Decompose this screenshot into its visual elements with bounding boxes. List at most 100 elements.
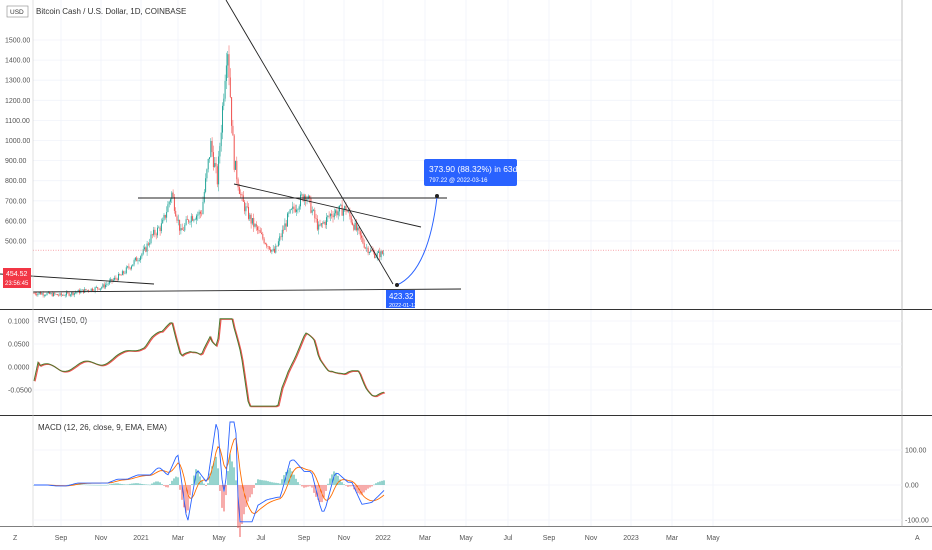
candle-body bbox=[82, 289, 84, 293]
macd-hist-bar bbox=[197, 470, 199, 485]
zoom-reset-button[interactable]: Z bbox=[13, 535, 18, 542]
candle-body bbox=[327, 215, 329, 218]
projection-start-date: 2022-01-13 bbox=[389, 303, 417, 309]
candle-body bbox=[183, 230, 184, 231]
time-tick-label: Sep bbox=[298, 535, 311, 542]
candle-body bbox=[172, 192, 174, 198]
macd-hist-bar bbox=[155, 481, 157, 485]
macd-hist-bar bbox=[107, 484, 109, 486]
macd-hist-bar bbox=[281, 479, 283, 485]
macd-hist-bar bbox=[379, 481, 381, 485]
candle-body bbox=[359, 230, 361, 236]
projection-start-point[interactable] bbox=[395, 283, 399, 287]
candle-body bbox=[333, 213, 335, 218]
macd-hist-bar bbox=[293, 474, 295, 485]
macd-hist-bar bbox=[131, 483, 133, 485]
candle-body bbox=[99, 288, 101, 290]
candle-body bbox=[196, 215, 197, 220]
candle-body bbox=[38, 292, 40, 294]
candle-body bbox=[362, 237, 364, 244]
price-axis[interactable]: 1500.00 1400.00 1300.00 1200.00 1100.00 1000.… bbox=[5, 38, 30, 246]
candle-body bbox=[241, 194, 243, 196]
macd-hist-bar bbox=[339, 479, 341, 485]
candle-body bbox=[332, 215, 334, 218]
macd-hist-bar bbox=[193, 475, 195, 485]
time-tick-label: May bbox=[459, 535, 473, 542]
time-axis[interactable]: Sep Nov 2021 Mar May Jul Sep Nov 2022 Mar May Jul Se… bbox=[55, 535, 720, 542]
candle-body bbox=[192, 216, 194, 221]
candle-body bbox=[66, 292, 67, 296]
projection-label[interactable]: 373.90 (88.32%) in 63d 1h 797.22 @ 2022-… bbox=[424, 159, 529, 186]
candle-body bbox=[346, 211, 348, 213]
macd-hist-bar bbox=[221, 485, 223, 508]
macd-hist-bar bbox=[365, 485, 367, 491]
projection-end-point[interactable] bbox=[435, 194, 439, 198]
macd-hist-bar bbox=[93, 484, 95, 486]
candle-body bbox=[314, 209, 316, 219]
currency-badge[interactable] bbox=[6, 5, 29, 18]
macd-hist-bar bbox=[153, 482, 155, 485]
macd-hist-bar bbox=[83, 484, 85, 486]
macd-hist-bar bbox=[99, 484, 101, 486]
macd-hist-bar bbox=[219, 485, 221, 491]
rvgi-main-line bbox=[33, 318, 385, 407]
candle-body bbox=[215, 163, 217, 167]
candle-body bbox=[307, 195, 309, 199]
macd-hist-bar bbox=[285, 472, 287, 485]
macd-hist-bar bbox=[325, 485, 327, 491]
candle-body bbox=[132, 264, 134, 267]
candle-body bbox=[118, 274, 119, 281]
macd-hist-bar bbox=[267, 481, 269, 485]
candle-body bbox=[140, 256, 142, 261]
macd-hist-bar bbox=[301, 485, 303, 487]
macd-hist-bar bbox=[175, 476, 177, 485]
price-tick-label: 1100.00 bbox=[5, 118, 30, 125]
macd-hist-bar bbox=[181, 485, 183, 500]
macd-hist-bar bbox=[357, 485, 359, 494]
candle-body bbox=[69, 294, 71, 296]
candle-body bbox=[123, 271, 125, 274]
time-tick-label: Nov bbox=[585, 535, 598, 542]
macd-hist-bar bbox=[233, 467, 235, 485]
candle-body bbox=[34, 293, 36, 295]
candle-body bbox=[193, 219, 195, 221]
candle-body bbox=[136, 257, 138, 262]
macd-hist-bar bbox=[331, 474, 333, 485]
macd-hist-bar bbox=[159, 482, 161, 485]
candle-body bbox=[292, 206, 294, 209]
candle-body bbox=[224, 80, 226, 99]
macd-hist-bar bbox=[381, 480, 383, 485]
rvgi-pane: RVGI (150, 0) 0.1000 0.0500 0.0000 -0.0500 bbox=[8, 316, 902, 408]
candle-body bbox=[197, 214, 199, 216]
auto-scale-button[interactable]: A bbox=[915, 535, 920, 542]
macd-hist-bar bbox=[167, 485, 169, 488]
candle-body bbox=[251, 218, 253, 224]
candle-body bbox=[319, 224, 321, 226]
candle-body bbox=[228, 54, 230, 78]
macd-hist-bar bbox=[351, 485, 353, 487]
projection-start-price: 423.32 bbox=[389, 292, 414, 301]
candle-body bbox=[233, 135, 235, 170]
macd-hist-bar bbox=[341, 482, 343, 485]
candle-body bbox=[238, 187, 240, 194]
candle-body bbox=[361, 235, 363, 238]
candle-body bbox=[237, 179, 239, 188]
macd-hist-bar bbox=[355, 485, 357, 492]
candle-body bbox=[263, 238, 265, 244]
rvgi-tick-label: 0.0500 bbox=[8, 342, 30, 349]
candle-body bbox=[188, 219, 190, 223]
candle-body bbox=[274, 248, 275, 253]
macd-hist-bar bbox=[185, 485, 187, 513]
candle-body bbox=[55, 294, 57, 295]
projection-start-label[interactable]: 423.32 2022-01-13 bbox=[386, 290, 417, 309]
macd-hist-bar bbox=[303, 485, 305, 488]
candle-body bbox=[76, 292, 78, 293]
candle-body bbox=[262, 233, 264, 239]
candle-body bbox=[110, 278, 112, 281]
macd-hist-bar bbox=[363, 485, 365, 493]
candle-body bbox=[199, 211, 201, 214]
candle-body bbox=[277, 241, 279, 246]
candle-body bbox=[115, 277, 117, 279]
macd-hist-bar bbox=[127, 484, 129, 485]
